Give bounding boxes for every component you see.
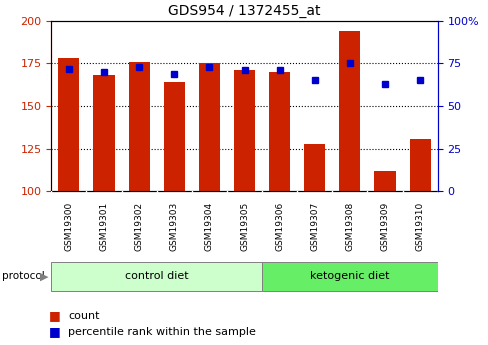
Bar xyxy=(268,72,289,191)
Text: GSM19302: GSM19302 xyxy=(134,201,143,250)
Bar xyxy=(93,75,114,191)
Text: GSM19304: GSM19304 xyxy=(204,201,213,250)
Text: ketogenic diet: ketogenic diet xyxy=(309,272,389,281)
Text: ▶: ▶ xyxy=(40,272,48,281)
Bar xyxy=(58,58,79,191)
Bar xyxy=(409,139,430,191)
Text: GSM19303: GSM19303 xyxy=(169,201,179,250)
Bar xyxy=(262,262,437,291)
Text: GSM19301: GSM19301 xyxy=(100,201,108,250)
Bar xyxy=(51,262,262,291)
Text: control diet: control diet xyxy=(124,272,188,281)
Bar xyxy=(304,144,325,191)
Text: GSM19309: GSM19309 xyxy=(380,201,388,250)
Bar xyxy=(128,62,149,191)
Text: GSM19310: GSM19310 xyxy=(415,201,424,250)
Text: GSM19305: GSM19305 xyxy=(240,201,248,250)
Text: count: count xyxy=(68,311,100,321)
Text: GSM19308: GSM19308 xyxy=(345,201,354,250)
Text: GSM19306: GSM19306 xyxy=(275,201,284,250)
Text: protocol: protocol xyxy=(2,272,45,281)
Text: GSM19300: GSM19300 xyxy=(64,201,73,250)
Bar xyxy=(163,82,184,191)
Bar xyxy=(233,70,255,191)
Text: GSM19307: GSM19307 xyxy=(309,201,319,250)
Text: ■: ■ xyxy=(49,309,61,322)
Bar xyxy=(374,171,395,191)
Text: ■: ■ xyxy=(49,325,61,338)
Bar xyxy=(339,31,360,191)
Text: percentile rank within the sample: percentile rank within the sample xyxy=(68,327,256,337)
Bar xyxy=(199,63,220,191)
Title: GDS954 / 1372455_at: GDS954 / 1372455_at xyxy=(168,4,320,18)
